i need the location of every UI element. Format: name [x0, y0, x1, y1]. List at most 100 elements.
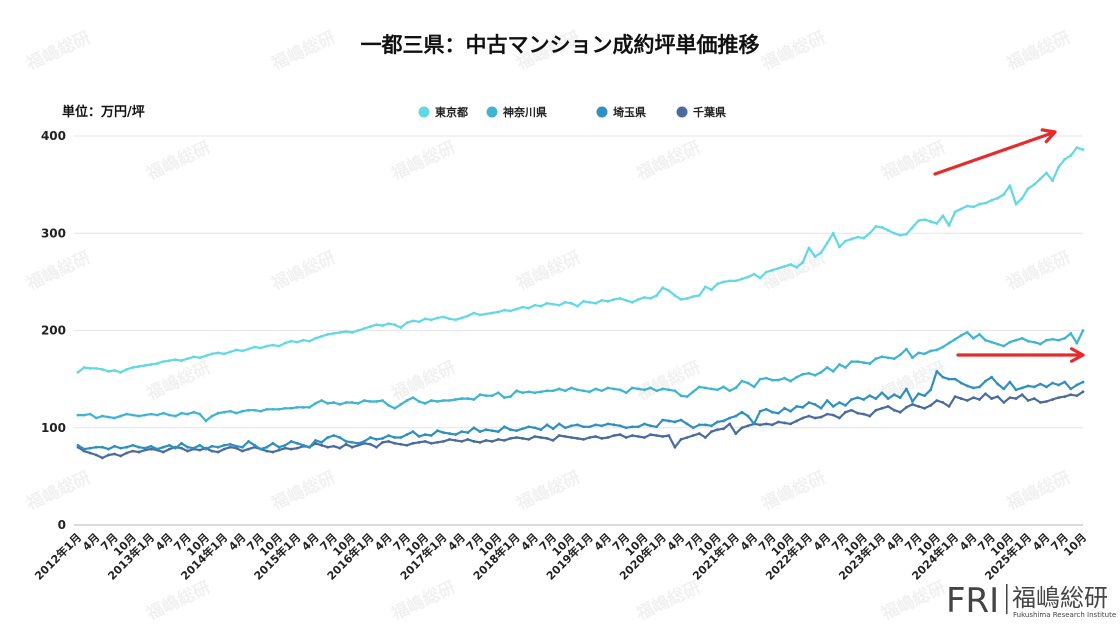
data-point — [636, 425, 640, 429]
data-point — [722, 280, 726, 284]
data-point — [228, 445, 232, 449]
data-point — [332, 434, 336, 437]
data-point — [454, 398, 458, 401]
data-point — [569, 424, 573, 428]
data-point — [314, 402, 317, 405]
data-point — [119, 370, 123, 374]
data-point — [801, 372, 805, 376]
data-point — [722, 427, 726, 431]
data-point — [551, 438, 555, 442]
data-point — [76, 413, 80, 417]
data-point — [1075, 146, 1079, 150]
data-point — [606, 436, 610, 439]
data-point — [393, 441, 397, 445]
watermark-text: 福嶋総研 — [142, 577, 213, 625]
y-axis-unit-label: 単位：万円/坪 — [62, 104, 145, 120]
data-point — [807, 246, 811, 250]
data-point — [344, 439, 348, 443]
data-point — [923, 218, 927, 222]
data-point — [819, 251, 823, 255]
data-point — [94, 367, 98, 370]
data-point — [716, 388, 719, 392]
data-point — [490, 394, 494, 398]
data-point — [1026, 399, 1030, 402]
data-point — [107, 453, 110, 457]
data-point — [289, 339, 293, 343]
data-point — [874, 225, 878, 228]
data-point — [783, 376, 786, 380]
legend-marker — [486, 106, 498, 118]
data-point — [685, 297, 689, 300]
data-point — [289, 439, 293, 443]
data-point — [375, 445, 378, 449]
data-point — [667, 419, 671, 423]
data-point — [850, 360, 853, 364]
data-point — [563, 435, 567, 438]
data-point — [1069, 393, 1073, 397]
data-point — [320, 334, 324, 338]
data-point — [545, 423, 549, 427]
data-point — [588, 300, 592, 304]
data-point — [368, 325, 372, 329]
data-point — [636, 435, 640, 438]
data-point — [661, 418, 665, 422]
watermark-text: 福嶋総研 — [1002, 27, 1073, 75]
data-point — [533, 303, 537, 307]
data-point — [1057, 396, 1061, 400]
data-point — [862, 361, 866, 364]
data-point — [911, 403, 914, 406]
data-point — [874, 408, 878, 412]
data-point — [198, 448, 202, 452]
data-point — [990, 375, 994, 379]
data-point — [88, 451, 92, 455]
data-point — [186, 445, 190, 449]
data-point — [241, 409, 244, 413]
data-point — [368, 436, 372, 439]
data-point — [137, 365, 141, 368]
data-point — [904, 232, 908, 236]
logo: FRI 福嶋総研 Fukushima Research Institute — [946, 581, 1116, 621]
data-point — [935, 348, 939, 352]
data-point — [795, 404, 799, 408]
data-point — [216, 351, 220, 355]
data-point — [990, 198, 994, 202]
data-point — [612, 297, 616, 301]
data-point — [186, 412, 190, 416]
data-point — [161, 411, 165, 415]
data-point — [241, 349, 244, 353]
data-point — [588, 425, 592, 429]
series-埼玉県 — [76, 369, 1085, 451]
data-point — [880, 391, 884, 395]
data-point — [527, 425, 531, 429]
data-point — [113, 452, 116, 456]
logo-mark: FRI — [946, 581, 999, 621]
data-point — [356, 441, 360, 445]
data-point — [326, 445, 330, 449]
data-point — [411, 396, 415, 400]
data-point — [527, 306, 531, 310]
data-point — [1051, 398, 1054, 401]
data-point — [1063, 336, 1067, 340]
data-point — [557, 434, 561, 437]
data-point — [941, 401, 945, 404]
data-point — [368, 442, 372, 446]
data-point — [953, 337, 957, 341]
data-point — [710, 288, 713, 292]
data-point — [740, 410, 744, 414]
data-point — [582, 438, 585, 441]
y-tick-label: 300 — [41, 226, 66, 240]
data-point — [618, 388, 622, 392]
data-point — [576, 437, 579, 440]
data-point — [971, 205, 975, 209]
data-point — [496, 310, 500, 314]
data-point — [460, 439, 464, 443]
y-tick-labels: 0 100 200 300 400 — [41, 129, 66, 532]
legend-label: 千葉県 — [693, 105, 726, 119]
data-point — [527, 438, 531, 441]
data-point — [301, 405, 305, 409]
data-point — [837, 401, 841, 404]
data-point — [1008, 184, 1012, 187]
data-point — [673, 294, 677, 297]
data-point — [1002, 192, 1006, 196]
data-point — [844, 410, 847, 414]
